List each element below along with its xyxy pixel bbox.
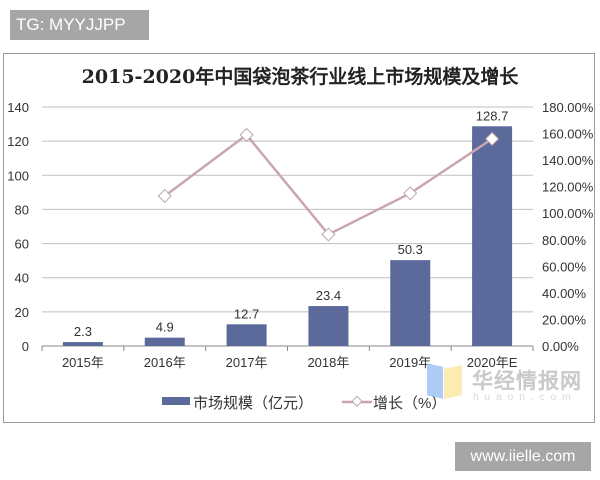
legend-bar-swatch xyxy=(162,397,190,405)
bar-value-label: 50.3 xyxy=(398,242,423,257)
bar-value-label: 4.9 xyxy=(156,320,174,335)
watermark-en-text: huaon.com xyxy=(473,392,577,403)
chart-title: 2015-2020年中国袋泡茶行业线上市场规模及增长 xyxy=(81,66,519,88)
bar-value-label: 23.4 xyxy=(316,288,341,303)
y-left-tick: 140 xyxy=(7,100,29,115)
y-right-tick: 60.00% xyxy=(542,259,587,274)
bar-value-label: 2.3 xyxy=(74,324,92,339)
y-right-tick: 80.00% xyxy=(542,233,587,248)
y-right-tick: 180.00% xyxy=(542,100,594,115)
legend-bar-label: 市场规模（亿元） xyxy=(193,395,313,412)
growth-line xyxy=(164,133,493,237)
bar xyxy=(62,342,103,346)
bar xyxy=(390,260,431,346)
y-left-tick: 80 xyxy=(15,202,29,217)
x-category-label: 2020年E xyxy=(467,355,518,370)
bar xyxy=(472,126,513,346)
y-right-tick: 140.00% xyxy=(542,153,594,168)
y-right-tick: 120.00% xyxy=(542,180,594,195)
x-category-label: 2015年 xyxy=(62,355,104,370)
x-category-label: 2018年 xyxy=(307,355,349,370)
bar-value-label: 12.7 xyxy=(234,306,259,321)
x-category-label: 2016年 xyxy=(144,355,186,370)
site-watermark: www.iielle.com xyxy=(455,442,591,471)
bar-value-label: 128.7 xyxy=(476,108,509,123)
watermark-logo-yellow xyxy=(444,365,462,399)
diamond-marker xyxy=(157,188,172,204)
y-left-tick: 60 xyxy=(15,237,29,252)
diamond-marker xyxy=(239,127,254,142)
bar xyxy=(308,306,349,346)
legend-diamond-icon xyxy=(351,395,363,407)
diamond-marker xyxy=(403,186,418,201)
y-left-tick: 0 xyxy=(22,339,29,354)
legend-line-label: 增长（%） xyxy=(373,395,446,412)
bar xyxy=(226,324,267,346)
y-right-tick: 160.00% xyxy=(542,127,594,142)
tg-badge: TG: MYYJJPP xyxy=(10,10,149,40)
watermark-logo-blue xyxy=(427,363,443,399)
y-right-tick: 40.00% xyxy=(542,286,587,301)
y-right-tick: 100.00% xyxy=(542,206,594,221)
huaon-watermark: 华经情报网 huaon.com xyxy=(425,363,585,405)
y-left-tick: 120 xyxy=(7,134,29,149)
y-left-tick: 100 xyxy=(7,168,29,183)
x-category-label: 2017年 xyxy=(226,355,268,370)
y-left-tick: 40 xyxy=(15,271,29,286)
y-right-tick: 20.00% xyxy=(542,312,587,327)
y-right-tick: 0.00% xyxy=(542,339,579,354)
bar xyxy=(144,337,185,346)
x-category-label: 2019年 xyxy=(389,355,431,370)
diamond-marker xyxy=(485,131,500,146)
y-left-tick: 20 xyxy=(15,305,29,320)
diamond-marker xyxy=(321,227,336,242)
watermark-cn-text: 华经情报网 xyxy=(472,370,582,393)
